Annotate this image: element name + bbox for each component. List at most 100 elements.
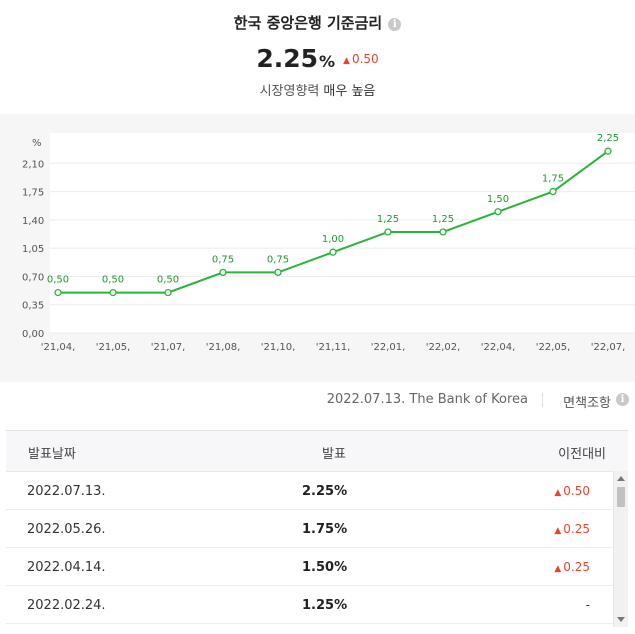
rate-value: 2.25 bbox=[256, 44, 318, 73]
row-value: 2.25% bbox=[302, 484, 348, 499]
y-axis-label: % bbox=[32, 138, 42, 149]
divider bbox=[542, 393, 543, 407]
y-tick-label: 0,00 bbox=[22, 329, 44, 340]
rate-change: ▲ 0.50 bbox=[343, 52, 379, 66]
y-tick-label: 1,40 bbox=[22, 216, 44, 227]
y-tick-label: 2,10 bbox=[22, 159, 44, 170]
data-point bbox=[439, 228, 447, 236]
data-label: 0,75 bbox=[212, 254, 234, 265]
data-point bbox=[384, 228, 392, 236]
x-tick-label: '21,07, bbox=[151, 342, 186, 353]
data-point bbox=[109, 288, 117, 297]
row-diff: ▲ 0.25 bbox=[554, 560, 590, 574]
plot-background bbox=[50, 133, 635, 333]
row-diff-value: 0.25 bbox=[563, 560, 590, 574]
data-label: 1,50 bbox=[487, 194, 509, 205]
data-label: 0,50 bbox=[102, 275, 124, 286]
header-date: 발표날짜 bbox=[28, 447, 76, 462]
row-value: 1.50% bbox=[302, 560, 348, 575]
x-tick-label: '21,10, bbox=[261, 342, 296, 353]
header: 한국 중앙은행 기준금리 i 2.25% ▲ 0.50 시장영향력 매우 높음 bbox=[0, 0, 635, 114]
data-label: 0,50 bbox=[47, 275, 69, 286]
x-tick-label: '22,05, bbox=[536, 342, 571, 353]
table-row: 2022.02.24. 1.25% - bbox=[6, 586, 628, 624]
rate-change-value: 0.50 bbox=[351, 52, 379, 66]
up-triangle-icon: ▲ bbox=[554, 526, 562, 536]
table-row: 2022.04.14. 1.50% ▲ 0.25 bbox=[6, 548, 628, 586]
table-header: 발표날짜 발표 이전대비 bbox=[6, 431, 628, 472]
up-triangle-icon: ▲ bbox=[554, 488, 562, 498]
source-text: 2022.07.13. The Bank of Korea bbox=[326, 392, 528, 407]
x-tick-label: '22,04, bbox=[481, 342, 516, 353]
points-layer bbox=[54, 147, 612, 297]
up-triangle-icon: ▲ bbox=[343, 56, 350, 66]
header-diff: 이전대비 bbox=[558, 447, 606, 462]
data-label: 0,75 bbox=[267, 254, 289, 265]
y-tick-label: 0,35 bbox=[22, 301, 44, 312]
data-point bbox=[164, 288, 172, 297]
row-date: 2022.02.24. bbox=[27, 598, 106, 613]
data-point bbox=[219, 268, 227, 277]
y-tick-label: 1,05 bbox=[22, 244, 44, 255]
data-label: 1,25 bbox=[377, 214, 399, 225]
data-label: 1,25 bbox=[432, 214, 454, 225]
impact-label: 시장영향력 bbox=[259, 84, 320, 99]
scroll-thumb[interactable] bbox=[617, 487, 625, 507]
up-triangle-icon: ▲ bbox=[554, 564, 562, 574]
x-tick-label: '21,11, bbox=[316, 342, 351, 353]
row-diff-value: 0.50 bbox=[563, 484, 590, 498]
row-date: 2022.07.13. bbox=[27, 484, 106, 499]
data-point bbox=[549, 187, 557, 196]
scroll-down-arrow-icon[interactable] bbox=[617, 617, 625, 622]
info-icon[interactable]: i bbox=[388, 18, 402, 31]
data-point bbox=[494, 208, 502, 216]
data-labels-layer: 0,50 0,50 0,50 0,75 0,75 1,00 1,25 1,25 1,50 1,75… bbox=[47, 133, 619, 285]
table-row: 2022.07.13. 2.25% ▲ 0.50 bbox=[6, 472, 628, 510]
impact-value: 매우 높음 bbox=[323, 84, 376, 99]
table-row: 2022.05.26. 1.75% ▲ 0.25 bbox=[6, 510, 628, 548]
x-tick-label: '21,08, bbox=[206, 342, 241, 353]
data-point bbox=[604, 147, 612, 155]
data-label: 1,75 bbox=[542, 174, 564, 185]
y-tick-label: 1,75 bbox=[22, 188, 44, 199]
data-label: 0,50 bbox=[157, 275, 179, 286]
row-diff: - bbox=[586, 598, 590, 612]
x-tick-label: '22,02, bbox=[426, 342, 461, 353]
impact-row: 시장영향력 매우 높음 bbox=[0, 80, 635, 99]
row-diff: ▲ 0.50 bbox=[554, 484, 590, 498]
disclaimer-link[interactable]: 면책조항 bbox=[563, 396, 611, 411]
x-tick-label: '21,04, bbox=[41, 342, 76, 353]
y-axis: 0,00 0,35 0,70 1,05 1,40 1,75 2,10% bbox=[22, 138, 44, 340]
data-point bbox=[329, 248, 337, 256]
chart-area: 0,00 0,35 0,70 1,05 1,40 1,75 2,10% '21,04, '21… bbox=[0, 114, 635, 382]
table-scrollbar[interactable] bbox=[613, 471, 628, 627]
data-label: 1,00 bbox=[322, 234, 344, 245]
table-body[interactable]: 2022.07.13. 2.25% ▲ 0.50 2022.05.26. 1.75… bbox=[6, 472, 628, 627]
history-table: 발표날짜 발표 이전대비 2022.07.13. 2.25% ▲ 0.50 202… bbox=[6, 430, 628, 627]
row-date: 2022.04.14. bbox=[27, 560, 106, 575]
header-value: 발표 bbox=[322, 447, 346, 462]
x-tick-label: '21,05, bbox=[96, 342, 131, 353]
disclaimer-info-icon[interactable]: i bbox=[616, 393, 629, 406]
data-point bbox=[274, 268, 282, 277]
page-title: 한국 중앙은행 기준금리 bbox=[233, 14, 383, 32]
x-tick-label: '22,07, bbox=[591, 342, 626, 353]
row-diff: ▲ 0.25 bbox=[554, 522, 590, 536]
x-axis: '21,04, '21,05, '21,07, '21,08, '21,10, '21,1… bbox=[41, 342, 626, 353]
grid-layer bbox=[50, 133, 635, 334]
row-value: 1.25% bbox=[302, 598, 348, 613]
line-chart: 0,000,350,701,051,401,752,10% '21,04, '21… bbox=[22, 133, 635, 353]
rate-unit: % bbox=[319, 52, 336, 71]
y-tick-label: 0,70 bbox=[22, 272, 44, 283]
row-diff-value: - bbox=[585, 598, 590, 612]
scroll-up-arrow-icon[interactable] bbox=[617, 476, 625, 481]
row-value: 1.75% bbox=[302, 522, 348, 537]
data-label: 2,25 bbox=[597, 133, 619, 144]
x-tick-label: '22,01, bbox=[371, 342, 406, 353]
row-diff-value: 0.25 bbox=[563, 522, 590, 536]
rate-row: 2.25% ▲ 0.50 bbox=[0, 44, 635, 73]
row-date: 2022.05.26. bbox=[27, 522, 106, 537]
title-row: 한국 중앙은행 기준금리 i bbox=[0, 12, 635, 33]
data-point bbox=[54, 288, 62, 297]
source-row: 2022.07.13. The Bank of Korea 면책조항 i bbox=[0, 390, 635, 411]
